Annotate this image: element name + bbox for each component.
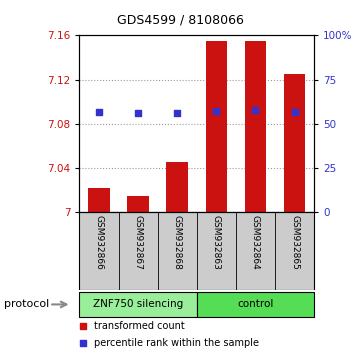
- Text: ZNF750 silencing: ZNF750 silencing: [93, 299, 183, 309]
- Bar: [88, 188, 110, 212]
- Text: transformed count: transformed count: [94, 321, 184, 331]
- Bar: [127, 196, 149, 212]
- Text: GSM932863: GSM932863: [212, 215, 221, 270]
- Text: GSM932866: GSM932866: [95, 215, 104, 270]
- Text: GSM932865: GSM932865: [290, 215, 299, 270]
- Bar: [205, 41, 227, 212]
- Bar: [79, 292, 197, 317]
- Text: protocol: protocol: [4, 299, 49, 309]
- Point: [135, 110, 141, 116]
- Text: GSM932868: GSM932868: [173, 215, 182, 270]
- Bar: [284, 74, 305, 212]
- Text: GSM932867: GSM932867: [134, 215, 143, 270]
- Point: [252, 107, 258, 112]
- Text: GDS4599 / 8108066: GDS4599 / 8108066: [117, 13, 244, 27]
- Text: control: control: [237, 299, 274, 309]
- Text: percentile rank within the sample: percentile rank within the sample: [94, 338, 259, 348]
- Point: [80, 323, 86, 329]
- Point: [292, 109, 297, 115]
- Bar: [245, 41, 266, 212]
- Bar: [166, 161, 188, 212]
- Point: [80, 341, 86, 346]
- Point: [174, 110, 180, 116]
- Point: [213, 108, 219, 113]
- Point: [96, 109, 102, 115]
- Text: GSM932864: GSM932864: [251, 215, 260, 269]
- Bar: [197, 292, 314, 317]
